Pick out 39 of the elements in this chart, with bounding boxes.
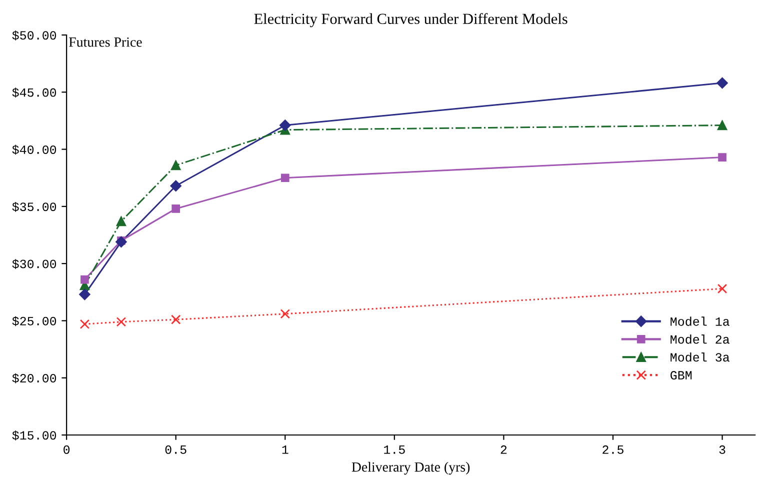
y-tick-label: $40.00 [12, 144, 56, 155]
x-axis-title: Deliverary Date (yrs) [352, 462, 470, 475]
y-tick-label: $35.00 [12, 202, 56, 212]
x-tick-label: 2 [500, 445, 507, 454]
point [717, 120, 728, 130]
point [79, 288, 90, 300]
x-tick-label: 1 [282, 446, 288, 454]
x-tick-label: 0 [64, 445, 70, 454]
legend-label: GBM [670, 371, 692, 380]
x-tick-label: 0.5 [165, 445, 186, 454]
point [170, 180, 182, 192]
point [717, 284, 728, 294]
x-tick-label: 3 [719, 445, 726, 454]
y-tick-label: $45.00 [12, 88, 56, 98]
x-tick-label: 1.5 [384, 446, 405, 454]
point [80, 319, 90, 330]
x-tick-label: 2.5 [602, 445, 624, 454]
point [172, 204, 180, 213]
point [116, 236, 127, 248]
point [170, 314, 181, 324]
point [80, 275, 89, 284]
y-tick-label: $15.00 [12, 430, 56, 440]
point [116, 216, 126, 226]
point [280, 174, 290, 182]
point [716, 77, 728, 89]
y-tick-label: $25.00 [12, 316, 56, 326]
legend-label: Model 2a [670, 334, 730, 344]
chart-title: Electricity Forward Curves under Different Models [254, 13, 568, 28]
y-tick-label: $20.00 [12, 373, 56, 384]
y-axis-title: Futures Price [69, 37, 142, 47]
y-tick-label: $30.00 [12, 259, 56, 269]
legend-label: Model 3a [670, 352, 730, 362]
point [280, 308, 290, 319]
point [280, 120, 291, 131]
point [116, 316, 126, 327]
point [170, 160, 181, 170]
point [718, 153, 726, 162]
legend-label: Model 1a [670, 316, 730, 326]
y-tick-label: $50.00 [12, 30, 56, 40]
